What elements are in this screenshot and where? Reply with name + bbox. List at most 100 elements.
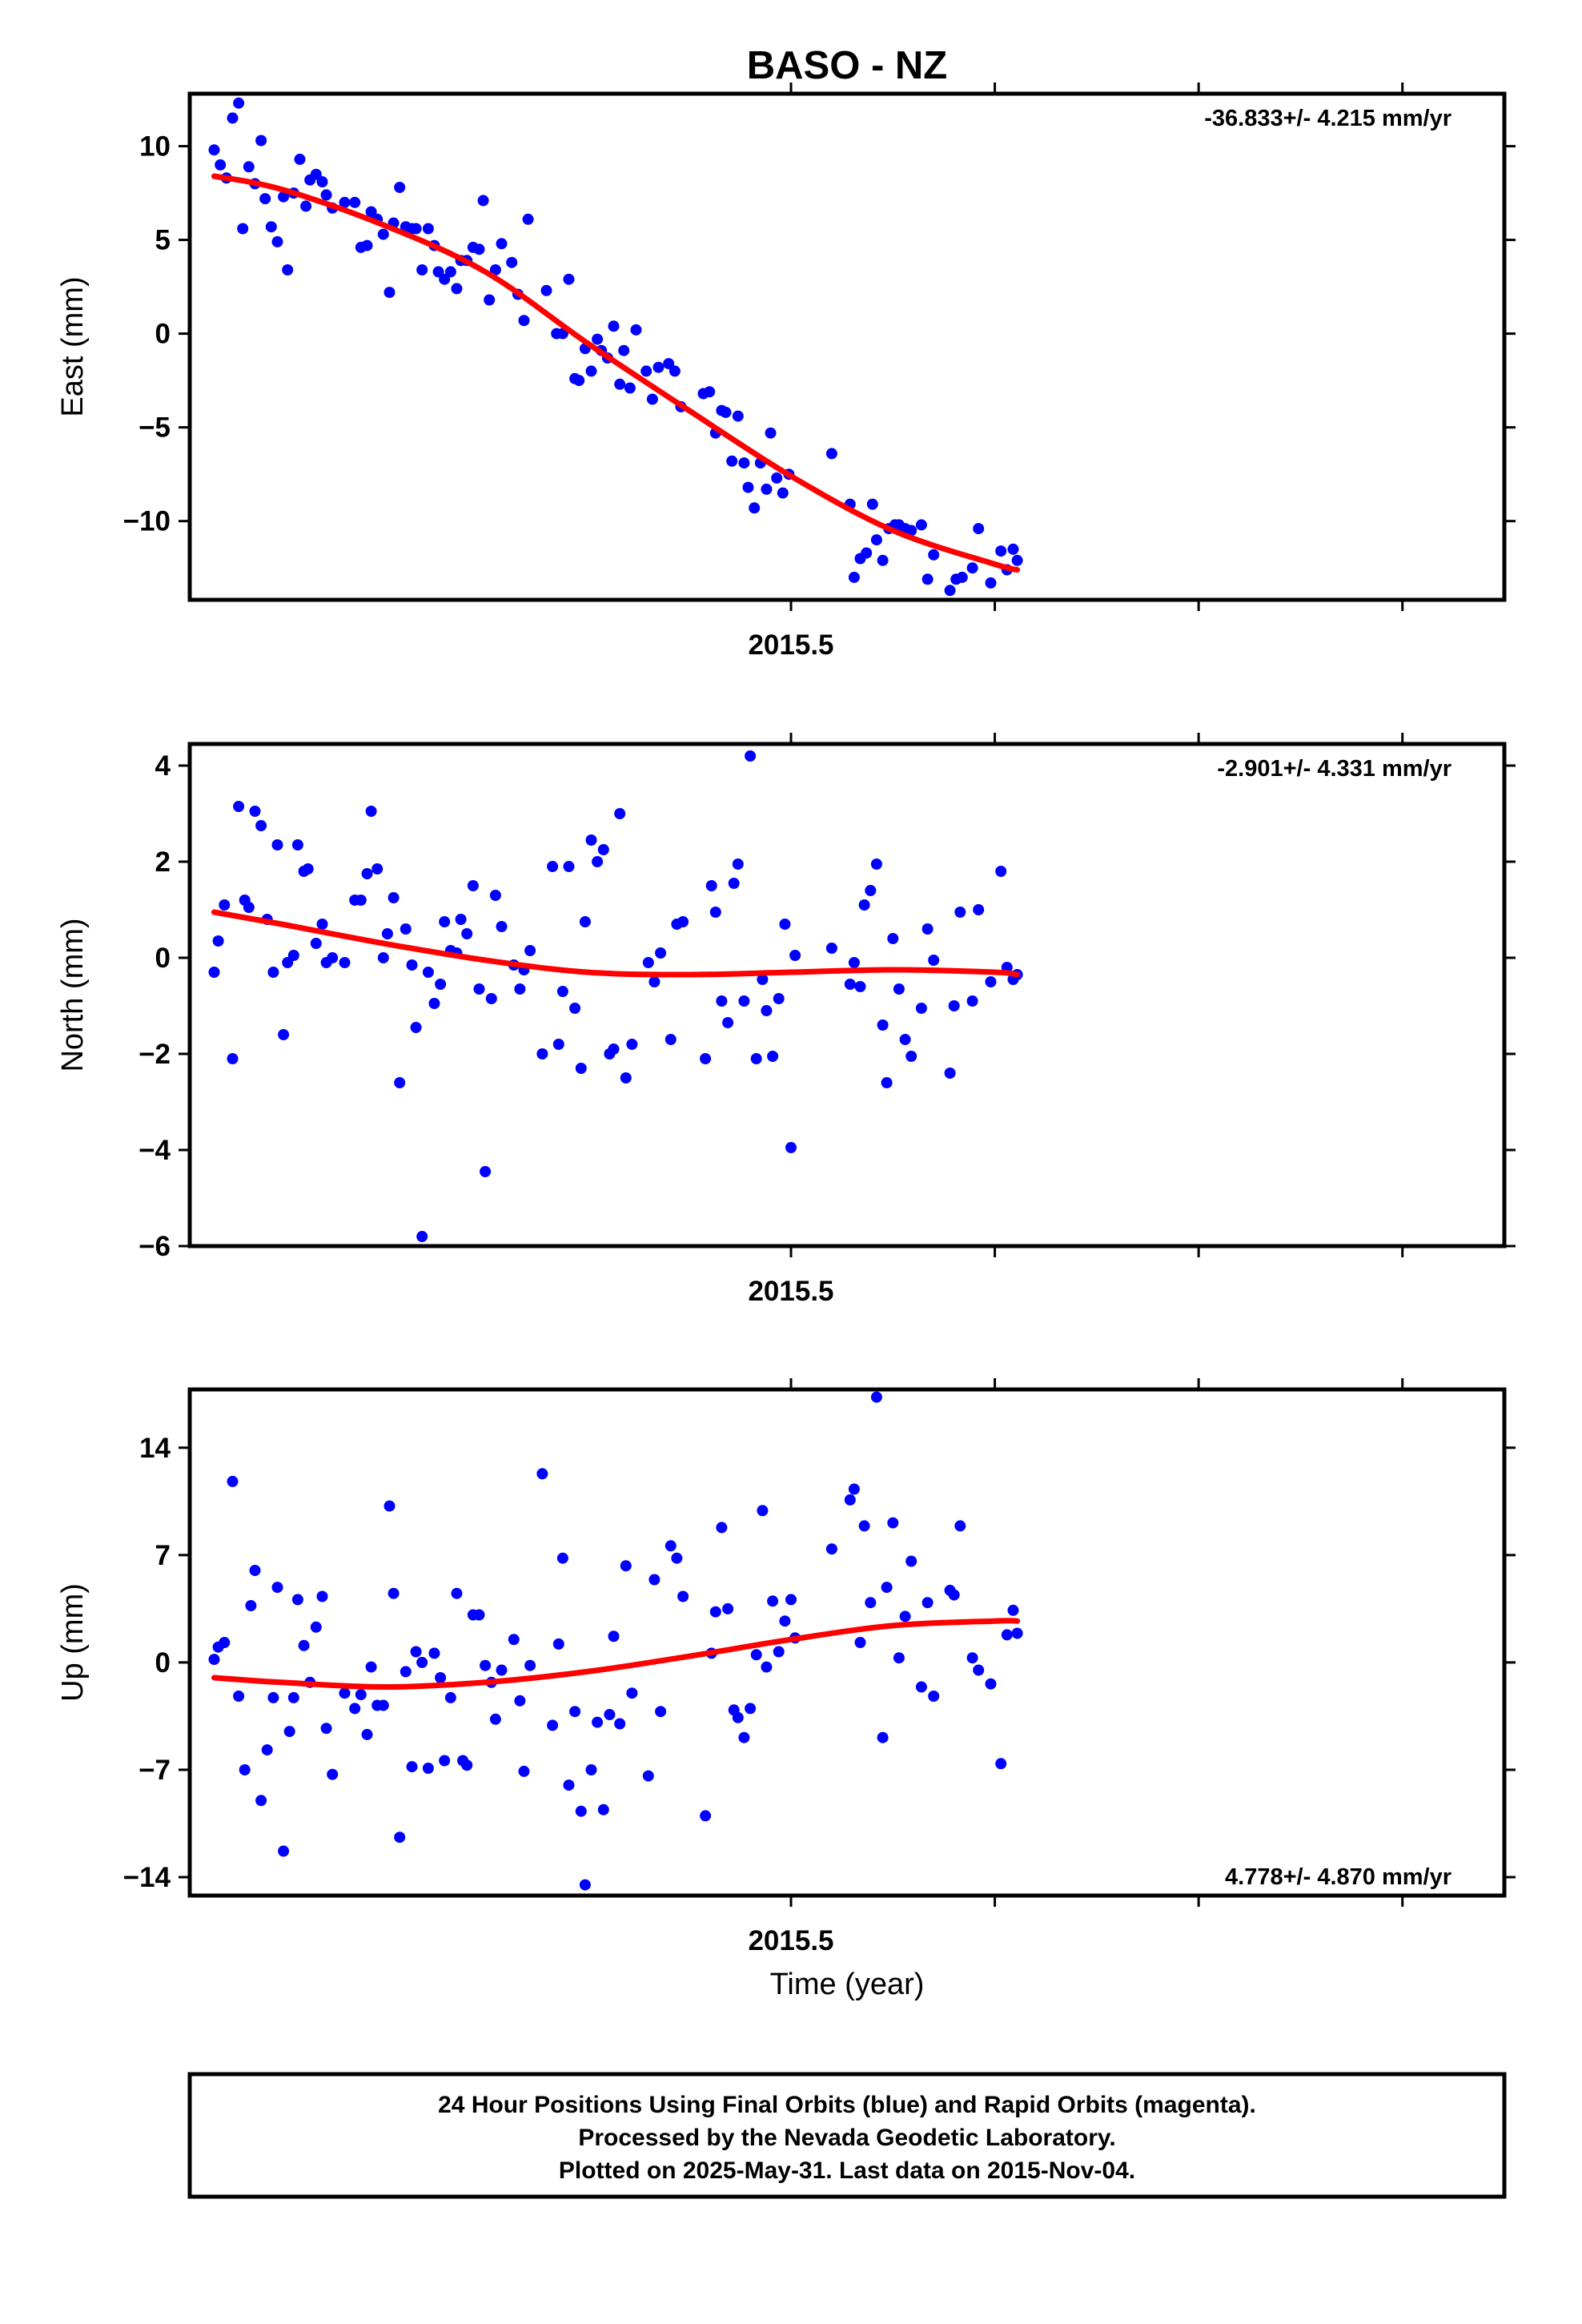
up-data-point [239,1764,251,1775]
east-fit-line [211,173,1021,573]
north-ytick-label: 4 [155,750,171,782]
up-data-point [298,1639,310,1651]
east-data-point [995,545,1007,557]
up-data-point [365,1661,377,1673]
east-xtick-label: 2015.5 [748,629,833,661]
east-data-point [905,525,917,537]
north-data-point [700,1053,712,1064]
east-data-point [282,264,294,275]
east-rate-label: -36.833+/- 4.215 mm/yr [1204,106,1452,131]
up-data-point [569,1706,581,1718]
up-data-point [592,1716,604,1728]
east-data-point [1007,543,1019,555]
north-ytick-label: −6 [139,1231,171,1262]
north-data-point [881,1077,893,1088]
up-data-point [508,1634,520,1646]
north-data-point [394,1077,406,1088]
north-data-point [899,1034,911,1045]
east-data-point [944,585,956,597]
north-data-point [212,935,224,947]
up-data-point [954,1520,966,1532]
up-ytick-label: 14 [139,1433,171,1464]
north-data-point [291,839,303,850]
north-data-point [271,839,283,850]
up-data-point [750,1649,762,1661]
north-data-point [620,1072,632,1084]
up-data-point [524,1659,536,1671]
up-data-point [536,1468,548,1480]
up-data-point [665,1540,677,1552]
north-ytick-label: −4 [139,1135,171,1166]
up-data-point [865,1597,877,1609]
east-data-point [669,365,681,377]
east-data-point [985,577,997,589]
up-data-point [377,1699,389,1711]
up-data-point [905,1555,917,1567]
up-data-point [518,1765,530,1777]
north-data-point [887,933,899,944]
up-data-point [779,1615,791,1627]
up-data-point [316,1590,328,1602]
north-plot-frame [187,742,1507,1248]
up-data-point [233,1691,245,1702]
up-data-point [355,1689,367,1701]
north-data-point [966,995,978,1007]
east-data-point [921,573,934,585]
north-data-point [709,907,721,918]
east-data-point [663,358,675,370]
north-data-point [655,947,667,959]
north-data-point [227,1053,239,1064]
north-data-point [592,856,604,867]
up-data-point [597,1803,609,1815]
north-data-point [536,1048,548,1059]
east-data-point [592,333,604,345]
east-data-point [771,472,783,484]
north-fit-line [211,909,1021,978]
north-data-point [339,957,351,968]
north-data-point [858,899,870,911]
up-ytick-label: −14 [123,1862,171,1893]
up-plot-frame [187,1387,1507,1898]
east-data-point [489,264,501,275]
up-data-point [825,1543,837,1555]
north-xtick-label: 2015.5 [748,1276,833,1307]
east-data-point [432,266,444,278]
up-data-point [514,1695,526,1707]
east-data-point [646,393,658,405]
north-data-point [489,890,501,901]
up-data-point [1007,1604,1019,1616]
north-data-point [381,928,393,939]
east-panel: −10 −5 0 5 10 2015.5 East (mm) -36.833+/- 4.215… [56,82,1516,661]
up-data-point [451,1587,463,1599]
up-ytick-label: −7 [139,1755,171,1786]
up-data-point [400,1666,412,1678]
east-data-point [451,283,463,295]
north-data-point [249,806,261,817]
up-data-point [732,1711,744,1723]
east-data-point [765,427,777,439]
east-data-point [518,315,530,327]
up-data-point [435,1672,447,1683]
east-data-point [233,97,245,109]
north-data-point [278,1029,290,1040]
up-data-point [642,1770,654,1782]
north-ytick-label: 0 [155,943,171,974]
north-data-point [473,983,485,995]
east-data-point [522,213,534,225]
up-data-point [267,1691,279,1703]
north-data-point [732,858,744,870]
east-data-point [278,191,290,203]
east-ytick-label: −10 [123,506,171,537]
north-data-point [547,861,559,872]
east-data-point [563,273,575,285]
east-data-point [484,294,496,306]
up-data-point [757,1505,769,1517]
north-data-point [400,923,412,935]
north-data-point [844,979,856,990]
up-data-point [648,1574,661,1586]
north-data-point [728,878,740,889]
north-data-point [905,1051,917,1062]
north-data-point [614,808,626,819]
east-data-point [630,324,642,336]
up-data-point [887,1517,899,1529]
